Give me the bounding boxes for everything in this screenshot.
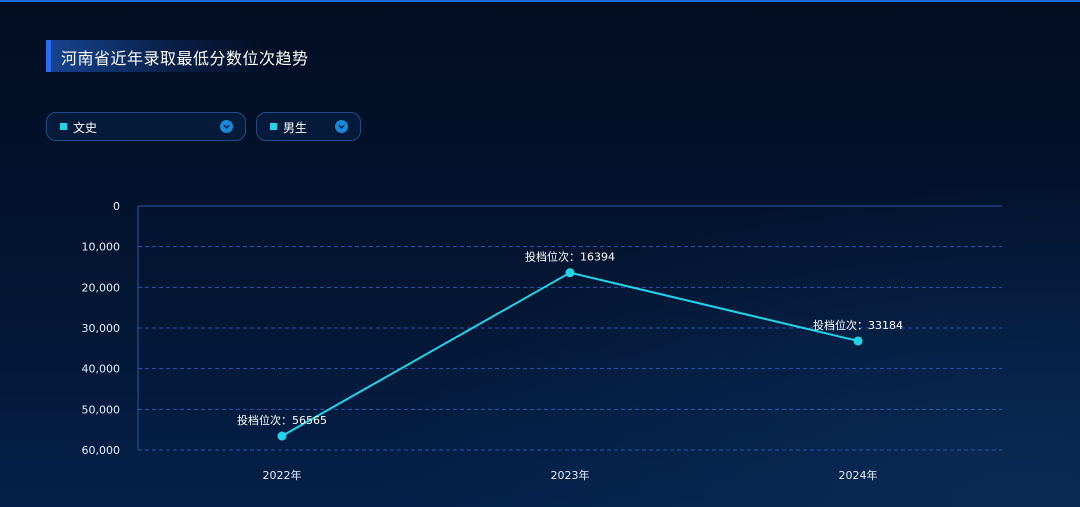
data-point xyxy=(277,431,287,441)
subject-select[interactable]: 文史 xyxy=(46,112,246,141)
x-tick-label: 2023年 xyxy=(551,468,590,482)
page-title-bar: 河南省近年录取最低分数位次趋势 xyxy=(46,40,308,72)
y-tick-label: 20,000 xyxy=(82,281,121,294)
y-tick-label: 10,000 xyxy=(82,241,121,254)
y-tick-label: 0 xyxy=(113,200,120,213)
data-label: 投档位次：16394 xyxy=(525,250,615,264)
y-tick-label: 40,000 xyxy=(82,363,121,376)
chevron-down-icon[interactable] xyxy=(220,120,233,133)
gender-square-icon xyxy=(270,123,277,130)
data-label: 投档位次：56565 xyxy=(237,413,327,427)
page-title: 河南省近年录取最低分数位次趋势 xyxy=(61,49,309,68)
chevron-down-icon[interactable] xyxy=(335,120,348,133)
gender-select[interactable]: 男生 xyxy=(256,112,361,141)
subject-select-value: 文史 xyxy=(73,121,98,135)
subject-square-icon xyxy=(60,123,67,130)
y-tick-label: 50,000 xyxy=(82,403,121,416)
series-line xyxy=(281,271,859,437)
data-point xyxy=(565,268,575,278)
top-border-line xyxy=(0,0,1080,2)
x-tick-label: 2022年 xyxy=(263,468,302,482)
y-tick-label: 60,000 xyxy=(82,444,121,457)
data-label: 投档位次：33184 xyxy=(813,318,903,332)
gender-select-value: 男生 xyxy=(283,121,308,135)
x-tick-label: 2024年 xyxy=(839,468,878,482)
y-tick-label: 30,000 xyxy=(82,322,121,335)
data-point xyxy=(853,336,863,346)
